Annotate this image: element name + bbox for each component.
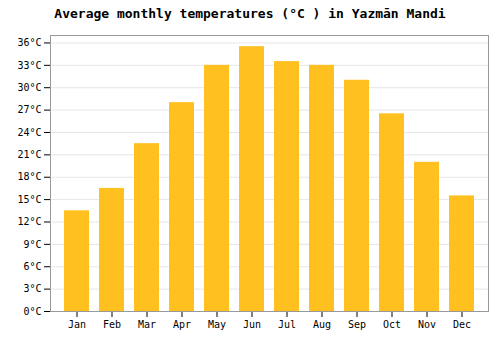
svg-text:Mar: Mar [138, 319, 156, 330]
svg-text:12°C: 12°C [17, 216, 41, 227]
svg-text:15°C: 15°C [17, 194, 41, 205]
svg-text:Sep: Sep [348, 319, 366, 330]
svg-text:21°C: 21°C [17, 149, 41, 160]
svg-text:Nov: Nov [418, 319, 436, 330]
svg-text:9°C: 9°C [23, 239, 41, 250]
svg-text:18°C: 18°C [17, 171, 41, 182]
svg-text:Apr: Apr [173, 319, 191, 330]
svg-text:36°C: 36°C [17, 37, 41, 48]
svg-text:Feb: Feb [103, 319, 121, 330]
svg-text:Oct: Oct [383, 319, 401, 330]
svg-text:0°C: 0°C [23, 306, 41, 317]
svg-text:May: May [208, 319, 226, 330]
svg-text:Dec: Dec [453, 319, 471, 330]
svg-text:Jan: Jan [68, 319, 86, 330]
svg-text:6°C: 6°C [23, 261, 41, 272]
svg-text:27°C: 27°C [17, 104, 41, 115]
svg-text:30°C: 30°C [17, 82, 41, 93]
svg-text:Jun: Jun [243, 319, 261, 330]
svg-text:Jul: Jul [278, 319, 296, 330]
svg-text:3°C: 3°C [23, 283, 41, 294]
html-text:Average monthly temperatures (: Average monthly temperatures (°C ) in Ya… [54, 6, 446, 21]
svg-text:24°C: 24°C [17, 127, 41, 138]
svg-text:Aug: Aug [313, 319, 331, 330]
svg-text:33°C: 33°C [17, 60, 41, 71]
